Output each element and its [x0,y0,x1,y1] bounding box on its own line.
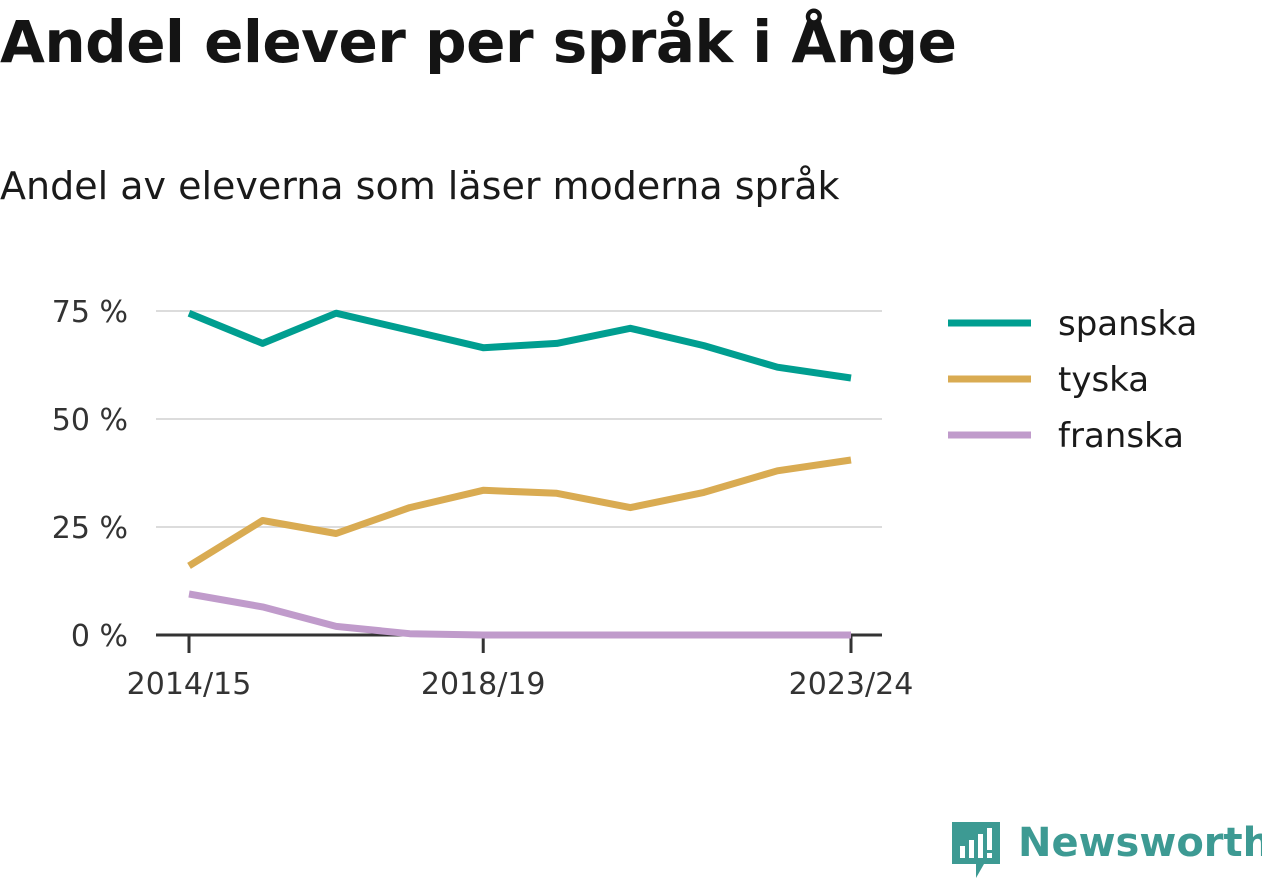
series-line-tyska [187,456,852,569]
newsworthy-logo-icon [952,822,1000,878]
x-tick-label: 2023/24 [789,667,914,702]
legend-label-spanska: spanska [1058,304,1197,344]
y-tick-label: 25 % [52,511,128,546]
series-line-franska [188,590,851,639]
chart-title: Andel elever per språk i Ånge [0,8,957,76]
x-axis: 2014/15 2018/19 2023/24 [127,633,914,702]
x-tick-label: 2018/19 [421,667,546,702]
legend-label-franska: franska [1058,416,1184,456]
legend-label-tyska: tyska [1058,360,1149,400]
legend: spanska tyska franska [948,304,1197,456]
brand-name: Newsworthy [1018,820,1262,866]
series-lines [187,309,852,639]
y-tick-label: 75 % [52,295,128,330]
y-tick-label: 0 % [71,619,128,654]
y-axis-tick-labels: 0 % 25 % 50 % 75 % [52,295,128,654]
series-line-spanska [187,309,852,382]
newsworthy-logo: Newsworthy [950,820,1262,880]
x-tick-label: 2014/15 [127,667,252,702]
gridlines [156,310,882,528]
chart-subtitle: Andel av eleverna som läser moderna språ… [0,164,840,208]
y-tick-label: 50 % [52,403,128,438]
